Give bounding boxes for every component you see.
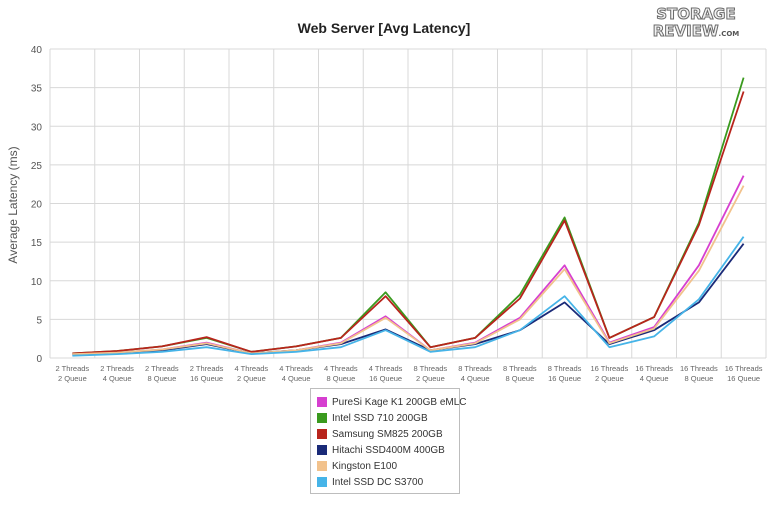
legend-label: Hitachi SSD400M 400GB <box>332 444 445 456</box>
x-tick-label: 4 Queue <box>103 374 132 383</box>
x-tick-label: 4 Queue <box>282 374 311 383</box>
grid <box>49 48 767 359</box>
x-tick-label: 8 Threads <box>458 364 492 373</box>
legend-label: Samsung SM825 200GB <box>332 428 443 440</box>
legend-item-5: Intel SSD DC S3700 <box>317 474 453 490</box>
x-tick-label: 16 Threads <box>680 364 718 373</box>
series-line-2 <box>72 91 745 355</box>
x-tick-label: 8 Queue <box>505 374 534 383</box>
x-tick-label: 2 Threads <box>56 364 90 373</box>
legend-label: Intel SSD 710 200GB <box>332 412 428 424</box>
legend-swatch <box>317 461 327 471</box>
x-tick-label: 8 Threads <box>503 364 537 373</box>
chart-title: Web Server [Avg Latency] <box>298 20 471 36</box>
logo-line-2: REVIEW.COM <box>644 22 748 43</box>
y-tick-label: 25 <box>31 161 43 172</box>
x-tick-label: 4 Threads <box>279 364 313 373</box>
x-tick-label: 8 Queue <box>147 374 176 383</box>
x-tick-label: 4 Threads <box>369 364 403 373</box>
logo-line-1: STORAGE <box>656 5 737 23</box>
y-tick-label: 35 <box>31 84 43 95</box>
legend-item-3: Hitachi SSD400M 400GB <box>317 442 453 458</box>
legend-item-0: PureSi Kage K1 200GB eMLC <box>317 394 467 410</box>
y-axis-label: Average Latency (ms) <box>6 146 20 263</box>
y-tick-label: 40 <box>31 45 43 56</box>
x-tick-label: 16 Threads <box>635 364 673 373</box>
legend-swatch <box>317 445 327 455</box>
y-tick-label: 5 <box>36 315 42 326</box>
y-tick-label: 30 <box>31 122 43 133</box>
x-tick-label: 4 Queue <box>640 374 669 383</box>
x-tick-label: 2 Threads <box>100 364 134 373</box>
x-tick-label: 4 Threads <box>235 364 269 373</box>
x-tick-label: 4 Queue <box>461 374 490 383</box>
legend-item-1: Intel SSD 710 200GB <box>317 410 453 426</box>
legend-label: Intel SSD DC S3700 <box>332 476 424 488</box>
y-tick-label: 20 <box>31 200 43 211</box>
legend-item-2: Samsung SM825 200GB <box>317 426 453 442</box>
y-tick-label: 15 <box>31 238 43 249</box>
logo-suffix: .COM <box>718 30 740 38</box>
x-tick-label: 2 Threads <box>190 364 224 373</box>
legend: PureSi Kage K1 200GB eMLC Intel SSD 710 2… <box>310 388 467 494</box>
x-tick-label: 8 Threads <box>414 364 448 373</box>
x-tick-label: 2 Queue <box>237 374 266 383</box>
x-tick-label: 16 Queue <box>190 374 223 383</box>
storage-review-logo: STORAGE REVIEW.COM <box>644 5 748 46</box>
y-tick-label: 10 <box>31 277 43 288</box>
legend-swatch <box>317 429 327 439</box>
legend-swatch <box>317 477 327 487</box>
x-tick-label: 16 Queue <box>548 374 581 383</box>
legend-item-4: Kingston E100 <box>317 458 453 474</box>
series-line-5 <box>72 236 745 357</box>
series-line-4 <box>72 185 745 355</box>
x-tick-label: 8 Queue <box>684 374 713 383</box>
x-tick-label: 2 Queue <box>595 374 624 383</box>
legend-label: Kingston E100 <box>332 460 398 472</box>
logo-word-review: REVIEW <box>652 22 719 40</box>
x-tick-label: 8 Threads <box>548 364 582 373</box>
x-tick-label: 8 Queue <box>326 374 355 383</box>
x-tick-label: 16 Threads <box>590 364 628 373</box>
legend-swatch <box>317 397 327 407</box>
x-tick-label: 2 Queue <box>58 374 87 383</box>
x-tick-label: 16 Queue <box>727 374 760 383</box>
series-lines <box>72 77 745 357</box>
x-tick-label: 4 Threads <box>324 364 358 373</box>
x-tick-label: 2 Queue <box>416 374 445 383</box>
x-tick-label: 16 Threads <box>725 364 763 373</box>
legend-label: PureSi Kage K1 200GB eMLC <box>332 396 467 408</box>
legend-swatch <box>317 413 327 423</box>
x-tick-label: 16 Queue <box>369 374 402 383</box>
y-axis-ticks: 0 5 10 15 20 25 30 35 40 <box>31 45 43 365</box>
y-tick-label: 0 <box>36 354 42 365</box>
x-tick-label: 2 Threads <box>145 364 179 373</box>
